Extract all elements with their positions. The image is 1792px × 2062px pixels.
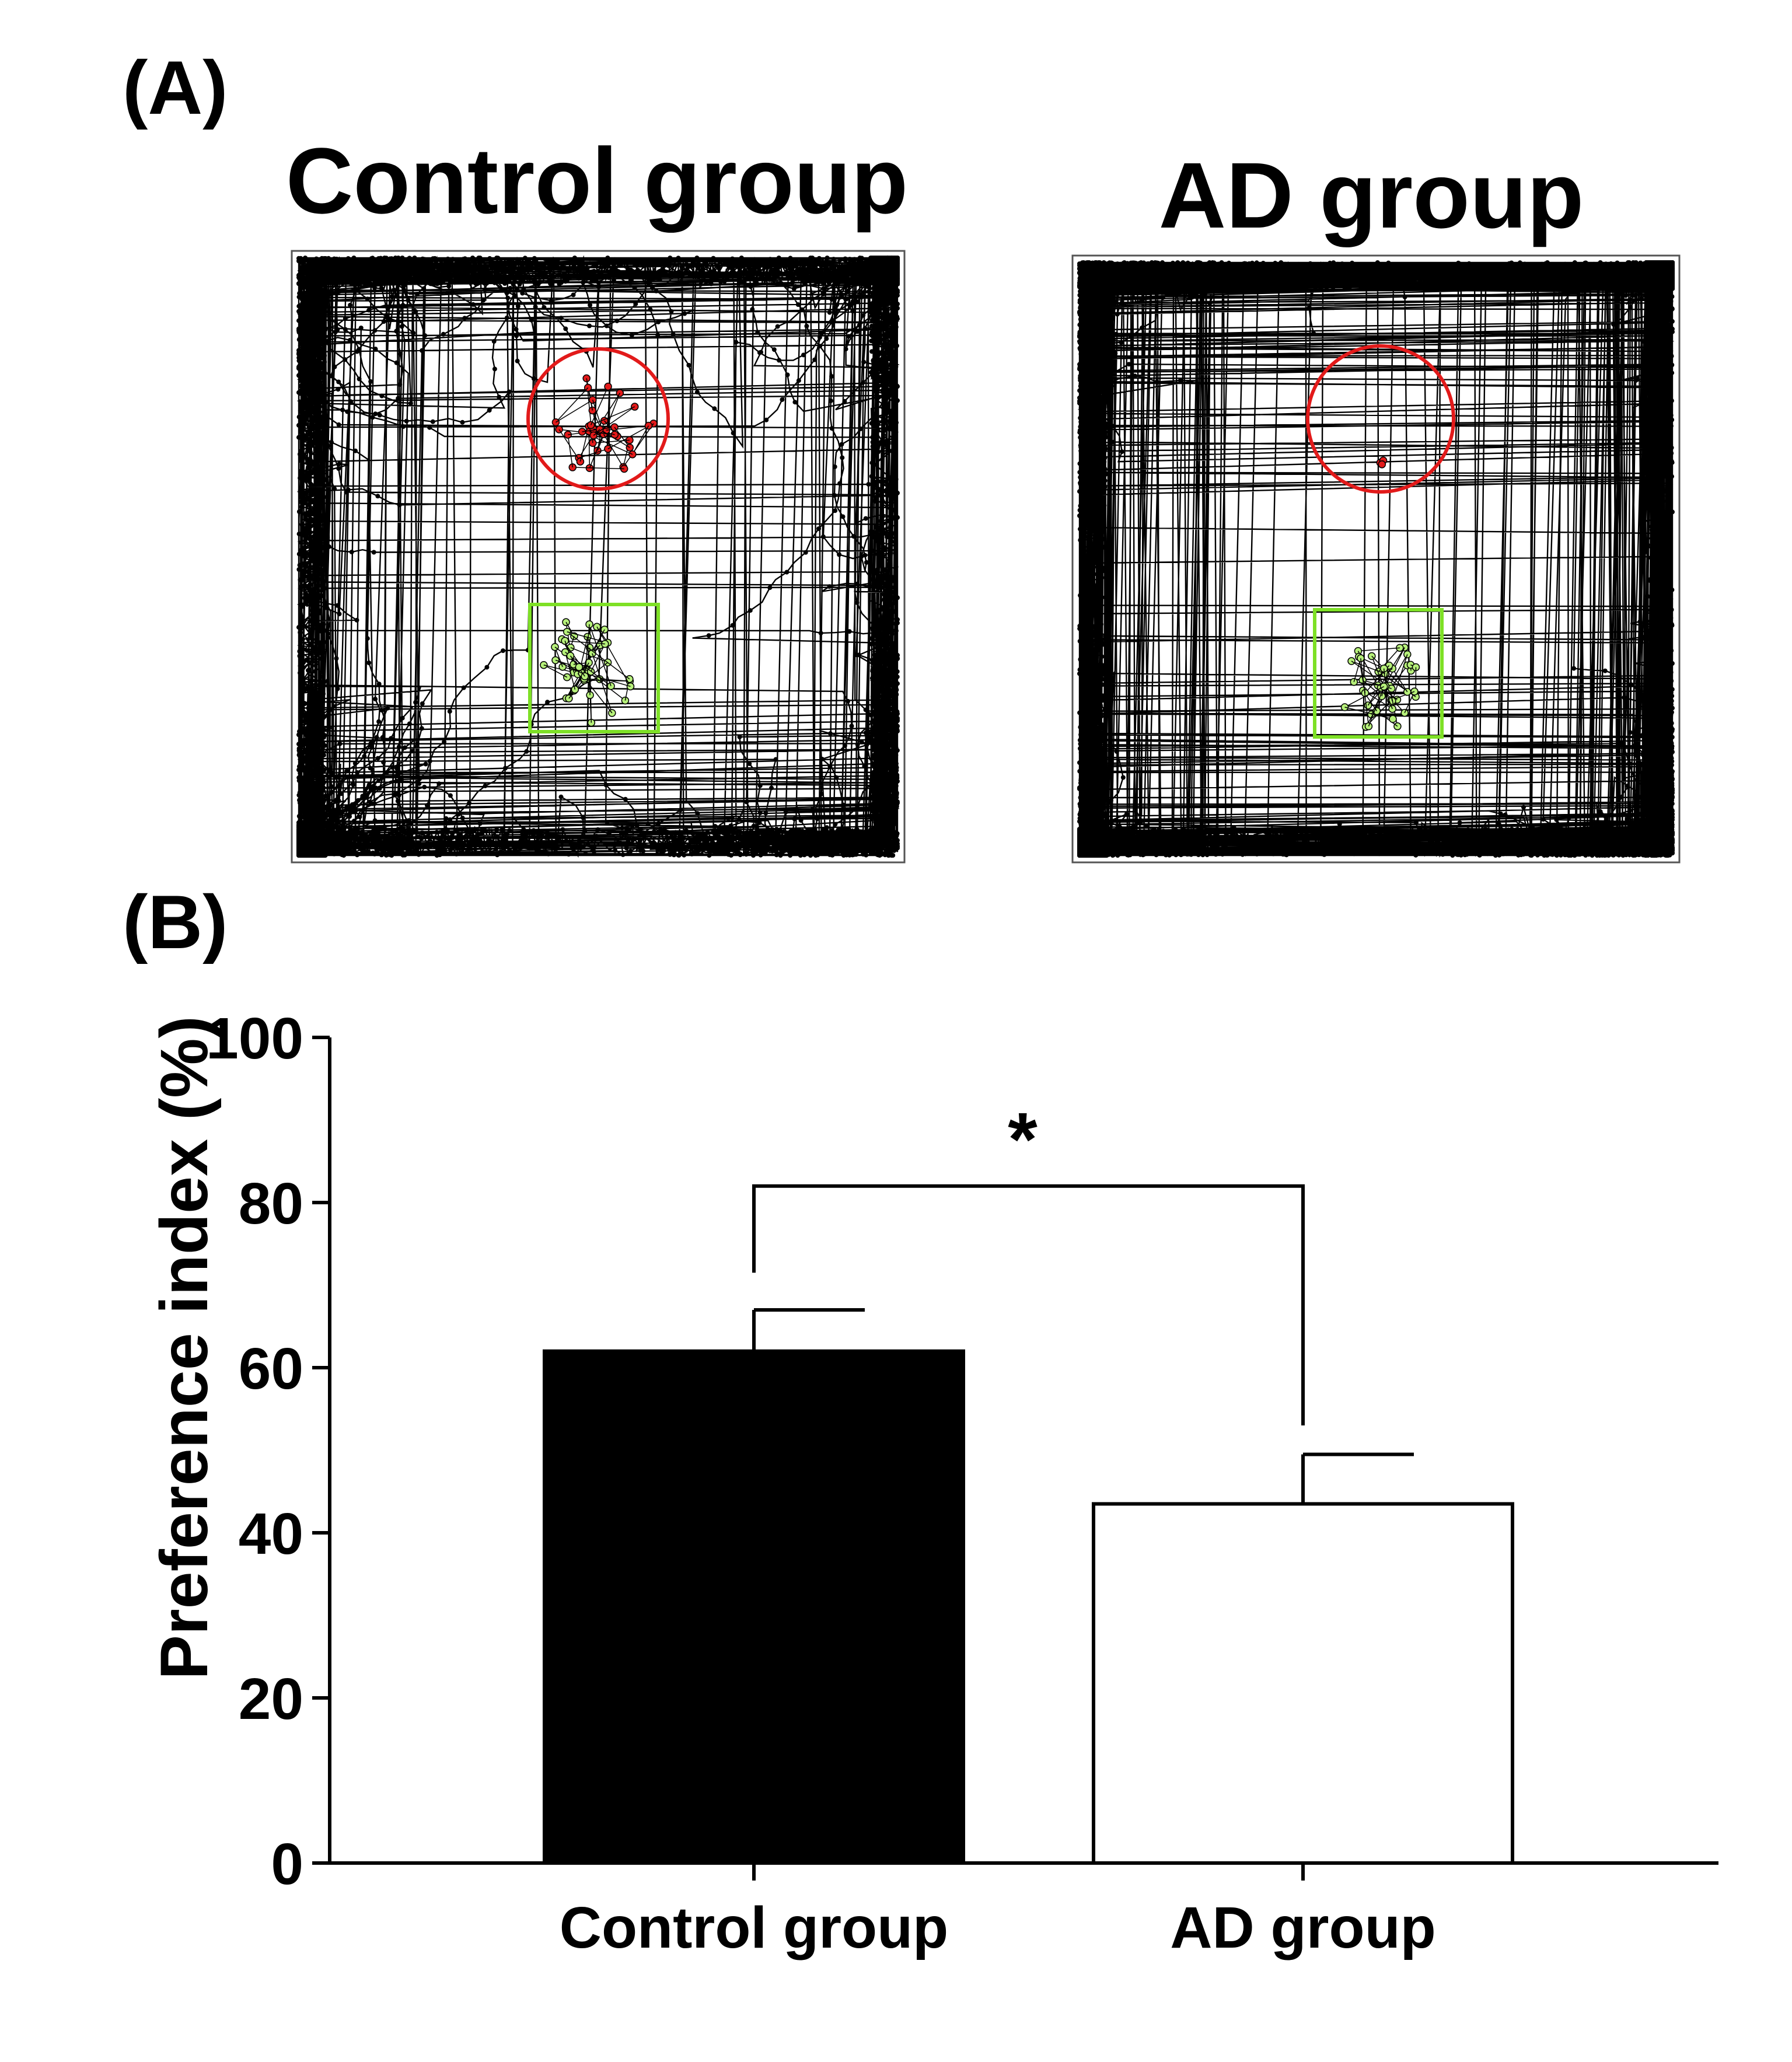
x-tick-label: AD group [1170, 1895, 1435, 1960]
ad-object-circle [1306, 344, 1455, 494]
panel-a-label: (A) [123, 45, 228, 130]
object-visit-dots [1376, 456, 1388, 469]
control-object-square [528, 603, 660, 733]
significance-marker: * [1008, 1096, 1038, 1182]
y-tick-label: 40 [239, 1501, 303, 1567]
bar-control-group [543, 1349, 965, 1865]
chart-axes: 0 20 40 60 80 100 Control group AD group * [206, 1006, 1718, 1960]
y-tick-label: 20 [239, 1666, 303, 1732]
ad-object-square [1313, 608, 1444, 739]
ad-track-paths [1077, 260, 1675, 858]
control-arena [291, 250, 906, 864]
x-tick-label: Control group [560, 1895, 949, 1960]
y-axis-label: Preference index (%) [147, 1016, 222, 1680]
y-tick-label: 80 [239, 1171, 303, 1236]
y-tick-label: 0 [271, 1832, 303, 1897]
y-tick-label: 100 [206, 1006, 303, 1071]
preference-bar-chart: 0 20 40 60 80 100 Control group AD group * Prefe… [147, 1006, 1718, 1960]
bar-ad-group [1092, 1502, 1514, 1865]
movement-dots [1077, 260, 1675, 858]
object-visit-dots [1340, 643, 1420, 731]
y-tick-label: 60 [239, 1336, 303, 1402]
ad-arena [1071, 254, 1681, 864]
control-track-title: Control group [286, 128, 908, 233]
object-visit-dots [540, 618, 635, 727]
object-visit-dots [551, 374, 658, 473]
ad-track-title: AD group [1159, 143, 1584, 247]
control-object-circle [526, 347, 670, 491]
panel-b-label: (B) [123, 879, 228, 964]
significance-bracket [752, 1184, 1305, 1426]
movement-dots [296, 256, 900, 858]
control-track-paths [296, 255, 900, 858]
